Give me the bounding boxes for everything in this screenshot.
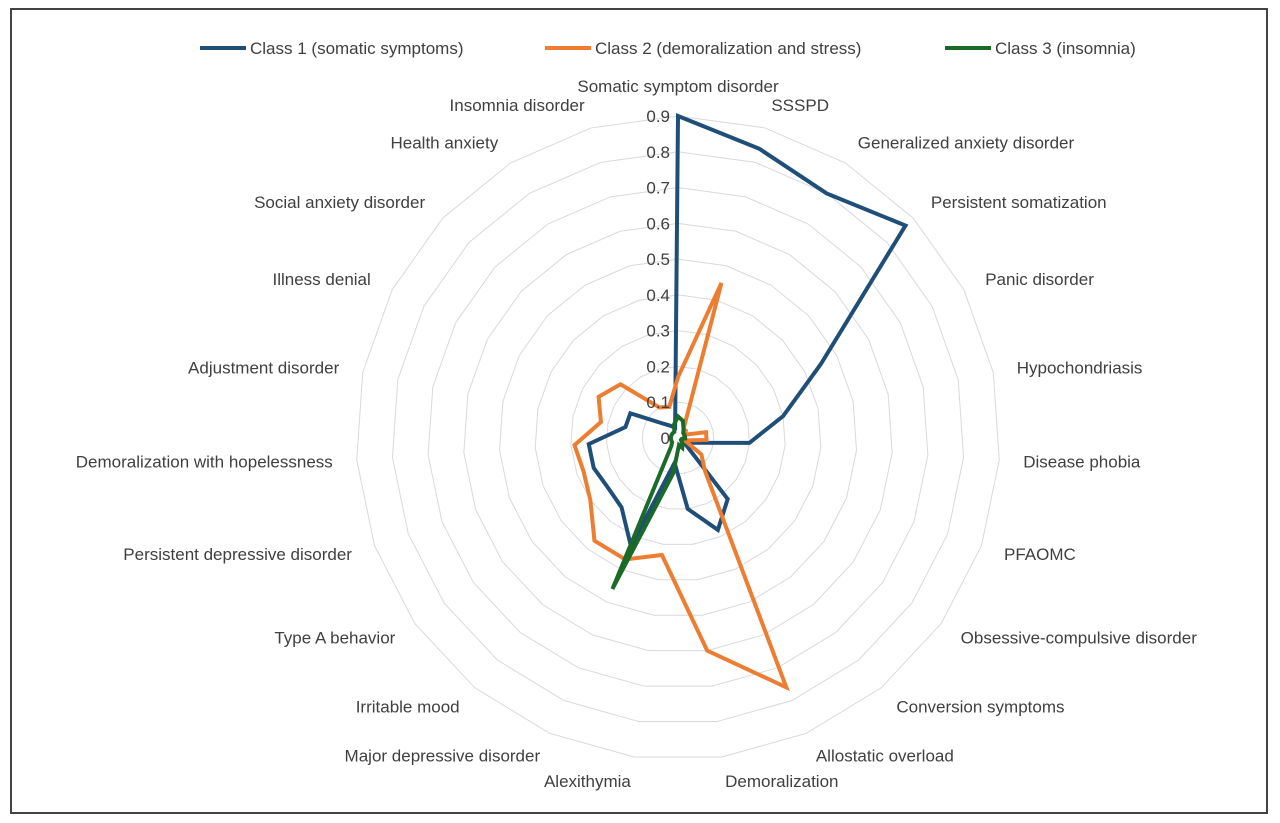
tick-label: 0.1 bbox=[646, 393, 670, 412]
category-label: Panic disorder bbox=[985, 270, 1094, 289]
category-label: Persistent somatization bbox=[931, 193, 1107, 212]
category-label: Hypochondriasis bbox=[1017, 359, 1143, 378]
category-label: Demoralization with hopelessness bbox=[76, 453, 333, 472]
grid-ring bbox=[427, 187, 929, 687]
series-line-1 bbox=[586, 113, 909, 552]
legend-label-1: Class 1 (somatic symptoms) bbox=[250, 39, 463, 58]
category-label: Social anxiety disorder bbox=[254, 193, 425, 212]
category-label: Obsessive-compulsive disorder bbox=[961, 629, 1198, 648]
tick-label: 0.4 bbox=[646, 286, 670, 305]
grid-ring bbox=[356, 115, 1000, 758]
grid-ring bbox=[534, 294, 822, 581]
grid-ring bbox=[391, 151, 965, 723]
tick-label: 0.6 bbox=[646, 214, 670, 233]
tick-label: 0.5 bbox=[646, 250, 670, 269]
tick-label: 0.8 bbox=[646, 143, 670, 162]
legend-label-3: Class 3 (insomnia) bbox=[995, 39, 1136, 58]
category-label: Disease phobia bbox=[1023, 453, 1141, 472]
category-label: Persistent depressive disorder bbox=[123, 545, 352, 564]
grid-ring bbox=[463, 222, 893, 652]
tick-label: 0.2 bbox=[646, 357, 670, 376]
category-label: Irritable mood bbox=[356, 697, 460, 716]
series-line-3 bbox=[610, 413, 688, 590]
tick-label: 0 bbox=[661, 429, 670, 448]
tick-label: 0.7 bbox=[646, 179, 670, 198]
category-label: SSSPD bbox=[771, 96, 829, 115]
category-label: Alexithymia bbox=[544, 772, 631, 791]
grid-ring bbox=[570, 330, 786, 545]
tick-label: 0.9 bbox=[646, 107, 670, 126]
grid-ring bbox=[606, 365, 750, 510]
category-label: Type A behavior bbox=[274, 629, 395, 648]
category-label: Insomnia disorder bbox=[450, 96, 585, 115]
category-label: Health anxiety bbox=[390, 133, 498, 152]
category-label: PFAOMC bbox=[1004, 545, 1076, 564]
category-label: Demoralization bbox=[725, 772, 838, 791]
category-label: Generalized anxiety disorder bbox=[858, 133, 1075, 152]
category-label: Major depressive disorder bbox=[345, 746, 541, 765]
chart-frame bbox=[10, 8, 1268, 814]
category-label: Illness denial bbox=[273, 270, 371, 289]
legend-label-2: Class 2 (demoralization and stress) bbox=[595, 39, 861, 58]
tick-label: 0.3 bbox=[646, 322, 670, 341]
category-label: Somatic symptom disorder bbox=[577, 77, 779, 96]
category-label: Adjustment disorder bbox=[188, 359, 340, 378]
category-label: Conversion symptoms bbox=[896, 697, 1064, 716]
category-label: Allostatic overload bbox=[816, 746, 954, 765]
